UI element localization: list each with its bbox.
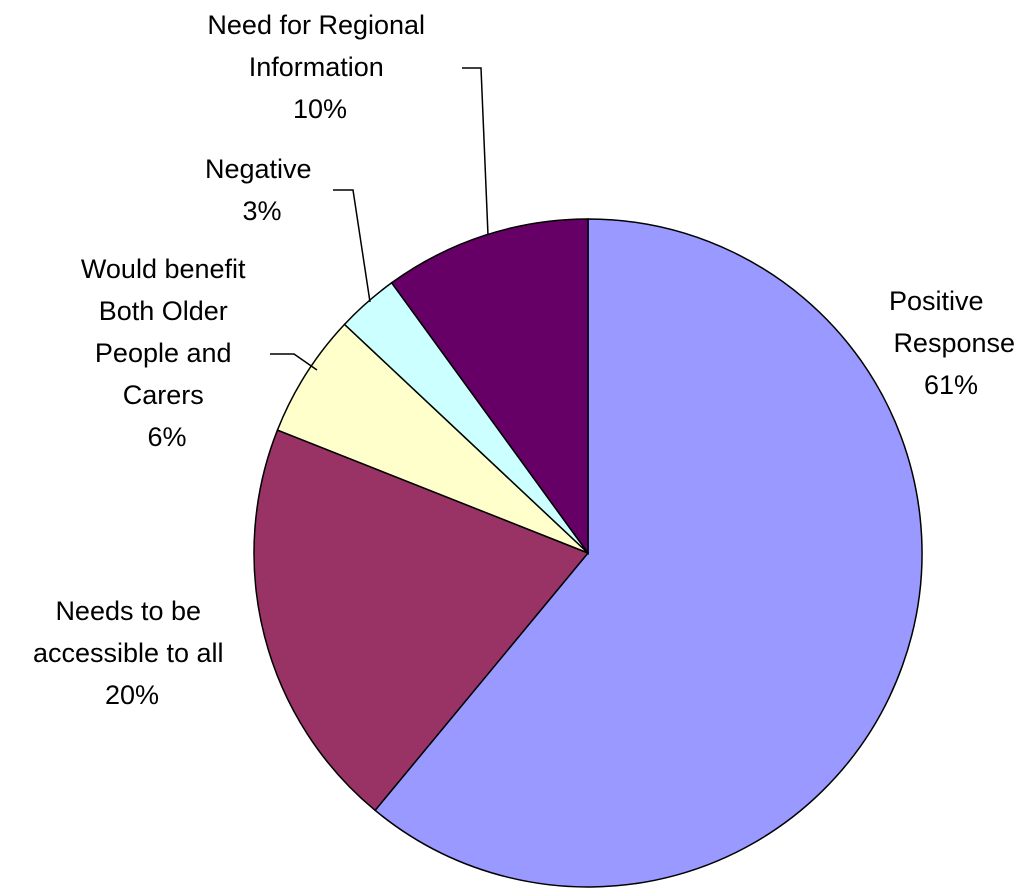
leader-line-would-benefit <box>270 353 318 371</box>
slice-label-need-for-regional-information: Need for Regional Information 10% <box>207 10 432 124</box>
leader-line-negative <box>333 189 371 303</box>
pie-slice-need-for-regional-information <box>390 218 589 556</box>
pie-slices <box>253 218 923 888</box>
slice-label-needs-to-be-accessible: Needs to be accessible to all 20% <box>33 596 231 710</box>
pie-slice-would-benefit-both-older-people-and-carers <box>276 323 589 554</box>
leader-lines <box>270 67 489 371</box>
slice-label-would-benefit: Would benefit Both Older People and Care… <box>81 254 253 452</box>
slice-label-negative: Negative 3% <box>205 154 319 226</box>
pie-slice-positive-response <box>374 218 923 888</box>
leader-line-need-for-regional-information <box>462 67 489 236</box>
slice-label-positive-response: Positive Response 61% <box>889 286 1023 400</box>
pie-slice-needs-to-be-accessible-to-all <box>253 429 590 812</box>
